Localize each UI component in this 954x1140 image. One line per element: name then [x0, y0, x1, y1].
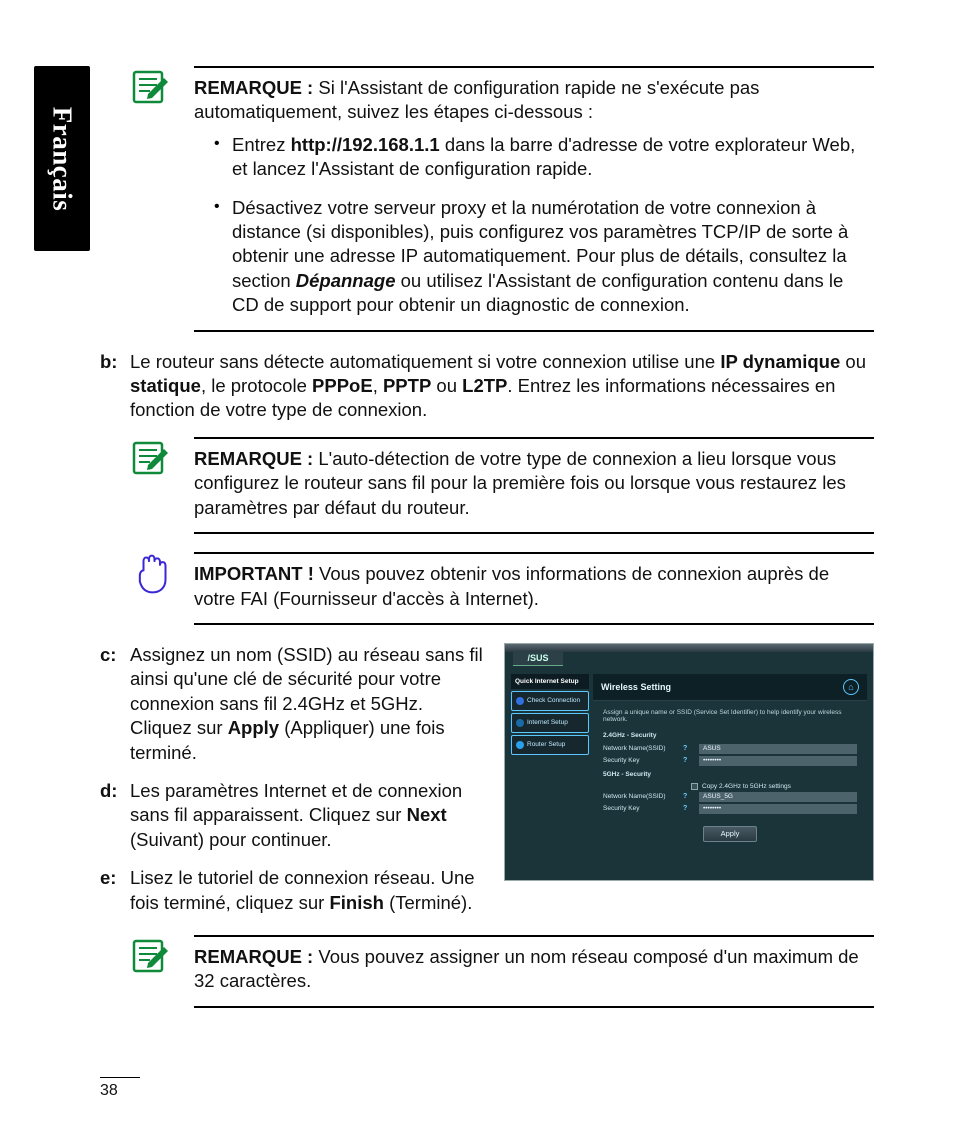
ss-description: Assign a unique name or SSID (Service Se…	[593, 701, 867, 729]
ss-copy-label: Copy 2.4GHz to 5GHz settings	[702, 783, 791, 790]
ss-input-key-5[interactable]: ••••••••	[699, 804, 857, 814]
note-bullet-1: Entrez http://192.168.1.1 dans la barre …	[214, 133, 874, 182]
steps-column: c: Assignez un nom (SSID) au réseau sans…	[100, 643, 484, 929]
ss-label: Network Name(SSID)	[603, 745, 675, 752]
page: Français REMARQUE : Si l'Assistant de	[0, 0, 954, 1140]
note-icon	[130, 66, 176, 332]
ss-form: 2.4GHz - Security Network Name(SSID) ? A…	[593, 729, 867, 842]
dot-icon	[516, 697, 524, 705]
screenshot-column: /SUS Quick Internet Setup Check Connecti…	[504, 643, 874, 881]
dot-icon	[516, 741, 524, 749]
help-icon[interactable]: ?	[683, 805, 691, 812]
step-body: Le routeur sans détecte automatiquement …	[130, 350, 874, 423]
ss-row-key-24: Security Key ? ••••••••	[603, 756, 857, 766]
ss-title-row: Wireless Setting ⌂	[593, 674, 867, 701]
ss-copy-row: Copy 2.4GHz to 5GHz settings	[691, 783, 857, 790]
ss-title: Wireless Setting	[601, 682, 671, 692]
ss-section-5: 5GHz - Security	[603, 768, 857, 781]
ss-apply-button[interactable]: Apply	[703, 826, 757, 842]
step-letter: e:	[100, 866, 120, 915]
ss-label: Security Key	[603, 757, 675, 764]
ss-label: Network Name(SSID)	[603, 793, 675, 800]
ss-checkbox-copy[interactable]	[691, 783, 698, 790]
help-icon[interactable]: ?	[683, 745, 691, 752]
step-d: d: Les paramètres Internet et de connexi…	[100, 779, 484, 852]
step-b: b: Le routeur sans détecte automatiqueme…	[100, 350, 874, 423]
ss-topbar	[505, 644, 873, 652]
help-icon[interactable]: ?	[683, 793, 691, 800]
step-letter: b:	[100, 350, 120, 423]
note-body-3: REMARQUE : Vous pouvez assigner un nom r…	[194, 935, 874, 1008]
note-block-3: REMARQUE : Vous pouvez assigner un nom r…	[130, 935, 874, 1008]
important-body: IMPORTANT ! Vous pouvez obtenir vos info…	[194, 552, 874, 625]
important-label: IMPORTANT !	[194, 563, 314, 584]
step-e: e: Lisez le tutoriel de connexion réseau…	[100, 866, 484, 915]
help-icon[interactable]: ?	[683, 757, 691, 764]
note-bullets: Entrez http://192.168.1.1 dans la barre …	[194, 133, 874, 318]
ss-sidebar-item-router[interactable]: Router Setup	[511, 735, 589, 755]
dot-icon	[516, 719, 524, 727]
two-column-row: c: Assignez un nom (SSID) au réseau sans…	[100, 643, 874, 929]
ss-sidebar-item-check[interactable]: Check Connection	[511, 691, 589, 711]
ss-section-24: 2.4GHz - Security	[603, 729, 857, 742]
ss-input-ssid-24[interactable]: ASUS	[699, 744, 857, 754]
ss-row-name-24: Network Name(SSID) ? ASUS	[603, 744, 857, 754]
hand-icon	[130, 552, 176, 625]
note-icon	[130, 935, 176, 1008]
ss-logo: /SUS	[513, 652, 563, 666]
ss-input-ssid-5[interactable]: ASUS_5G	[699, 792, 857, 802]
note-block-1: REMARQUE : Si l'Assistant de configurati…	[130, 66, 874, 332]
content-area: REMARQUE : Si l'Assistant de configurati…	[100, 66, 874, 1008]
ss-sidebar-title: Quick Internet Setup	[511, 674, 589, 689]
note-body-1: REMARQUE : Si l'Assistant de configurati…	[194, 66, 874, 332]
note-label: REMARQUE :	[194, 448, 313, 469]
ss-row-name-5: Network Name(SSID) ? ASUS_5G	[603, 792, 857, 802]
step-body: Lisez le tutoriel de connexion réseau. U…	[130, 866, 484, 915]
note-block-2: REMARQUE : L'auto-détection de votre typ…	[130, 437, 874, 534]
step-body: Les paramètres Internet et de connexion …	[130, 779, 484, 852]
note-label: REMARQUE :	[194, 946, 313, 967]
language-tab-label: Français	[47, 106, 78, 211]
page-number: 38	[100, 1077, 140, 1100]
note-bullet-2: Désactivez votre serveur proxy et la num…	[214, 196, 874, 318]
ss-main: Wireless Setting ⌂ Assign a unique name …	[593, 674, 867, 842]
step-letter: c:	[100, 643, 120, 765]
router-screenshot: /SUS Quick Internet Setup Check Connecti…	[504, 643, 874, 881]
language-tab: Français	[34, 66, 90, 251]
home-icon[interactable]: ⌂	[843, 679, 859, 695]
ss-label: Security Key	[603, 805, 675, 812]
important-block: IMPORTANT ! Vous pouvez obtenir vos info…	[130, 552, 874, 625]
step-letter: d:	[100, 779, 120, 852]
step-c: c: Assignez un nom (SSID) au réseau sans…	[100, 643, 484, 765]
ss-sidebar: Quick Internet Setup Check Connection In…	[511, 674, 589, 757]
note-icon	[130, 437, 176, 534]
note-label: REMARQUE :	[194, 77, 313, 98]
ss-row-key-5: Security Key ? ••••••••	[603, 804, 857, 814]
step-body: Assignez un nom (SSID) au réseau sans fi…	[130, 643, 484, 765]
ss-input-key-24[interactable]: ••••••••	[699, 756, 857, 766]
note-body-2: REMARQUE : L'auto-détection de votre typ…	[194, 437, 874, 534]
ss-sidebar-item-internet[interactable]: Internet Setup	[511, 713, 589, 733]
